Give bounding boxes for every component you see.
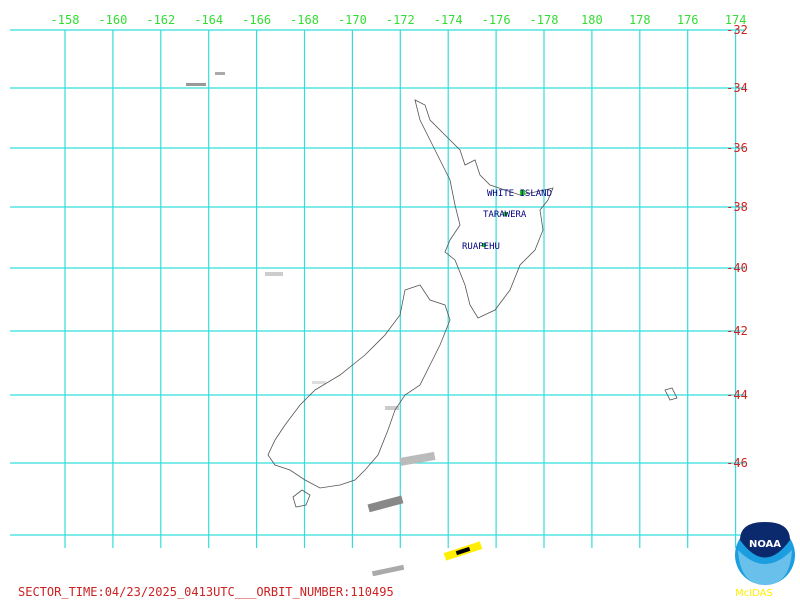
latitude-label: -42 — [726, 324, 748, 338]
graticule — [10, 29, 745, 548]
ash-detection — [455, 546, 471, 556]
longitude-label: -178 — [530, 13, 559, 27]
cloud-pixel — [186, 83, 206, 86]
stewart-island — [292, 489, 311, 508]
imagery — [186, 72, 483, 577]
cloud-pixel — [215, 72, 225, 75]
volcano-marker — [503, 212, 507, 216]
latitude-label: -46 — [726, 456, 748, 470]
volcano-label: TARAWERA — [483, 210, 527, 220]
logo-caption: McIDAS — [735, 588, 773, 599]
longitude-label: -172 — [386, 13, 415, 27]
chatham-islands — [664, 387, 678, 401]
longitude-label: 176 — [677, 13, 699, 27]
longitude-label: -160 — [98, 13, 127, 27]
cloud-pixel — [399, 451, 436, 466]
longitude-label: -176 — [482, 13, 511, 27]
logo-name: NOAA — [749, 539, 781, 550]
cloud-pixel — [312, 381, 326, 384]
cloud-pixel — [367, 495, 404, 513]
longitude-label: -164 — [194, 13, 223, 27]
longitude-label: -162 — [146, 13, 175, 27]
volcano-marker — [520, 190, 525, 195]
footer-text: SECTOR_TIME:04/23/2025_0413UTC___ORBIT_N… — [18, 585, 394, 599]
longitude-label: 174 — [725, 13, 747, 27]
south-island — [267, 284, 451, 489]
volcano-markers — [482, 190, 525, 247]
latitude-label: -34 — [726, 81, 748, 95]
longitude-label: 180 — [581, 13, 603, 27]
volcano-label: RUAPEHU — [462, 242, 500, 252]
logo-wave — [738, 550, 792, 585]
latitude-label: -38 — [726, 200, 748, 214]
cloud-pixel — [385, 406, 399, 410]
coastline — [267, 99, 678, 508]
latitude-label: -32 — [726, 23, 748, 37]
latitude-label: -36 — [726, 141, 748, 155]
longitude-label: -168 — [290, 13, 319, 27]
latitude-label: -44 — [726, 388, 748, 402]
longitude-label: 178 — [629, 13, 651, 27]
north-island — [414, 99, 554, 319]
longitude-label: -174 — [434, 13, 463, 27]
noaa-logo: NOAA McIDAS — [735, 522, 795, 599]
cloud-pixel — [371, 564, 405, 577]
longitude-label: -170 — [338, 13, 367, 27]
volcano-label: WHITE ISLAND — [487, 189, 552, 199]
longitude-label: -166 — [242, 13, 271, 27]
cloud-pixel — [265, 272, 283, 276]
latitude-label: -40 — [726, 261, 748, 275]
volcano-marker — [482, 243, 486, 247]
longitude-label: -158 — [51, 13, 80, 27]
logo-top — [740, 522, 790, 558]
